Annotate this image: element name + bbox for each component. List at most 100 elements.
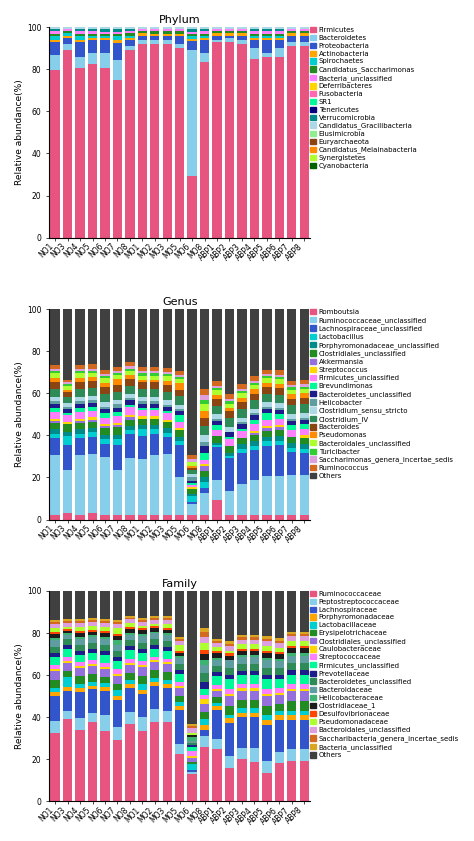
Bar [150, 419, 159, 425]
Bar [113, 669, 122, 674]
Bar [274, 668, 284, 674]
Bar [175, 441, 184, 445]
Bar [287, 46, 296, 238]
Bar [274, 688, 284, 693]
Bar [88, 666, 97, 674]
Bar [63, 29, 72, 31]
Bar [63, 407, 72, 409]
Bar [237, 759, 246, 801]
Bar [100, 40, 109, 53]
Bar [187, 34, 197, 36]
Bar [200, 27, 209, 29]
Bar [287, 691, 296, 701]
Bar [212, 394, 222, 399]
Bar [237, 684, 246, 689]
Bar [237, 29, 246, 31]
Bar [50, 455, 60, 516]
Bar [274, 410, 284, 415]
Bar [137, 429, 147, 436]
Bar [212, 691, 222, 697]
Bar [88, 40, 97, 53]
Bar [150, 408, 159, 410]
Bar [113, 701, 122, 727]
Bar [113, 36, 122, 40]
Bar [212, 658, 222, 659]
Bar [274, 404, 284, 408]
Bar [150, 620, 159, 624]
Bar [175, 637, 184, 638]
Bar [225, 515, 234, 520]
Bar [150, 429, 159, 434]
Bar [63, 415, 72, 421]
Bar [63, 623, 72, 627]
Bar [237, 635, 246, 637]
Bar [274, 383, 284, 388]
Bar [175, 445, 184, 477]
Bar [287, 637, 296, 641]
Bar [125, 684, 135, 688]
Bar [100, 374, 109, 376]
Bar [287, 689, 296, 691]
Bar [75, 378, 85, 382]
Bar [250, 450, 259, 480]
Bar [175, 431, 184, 436]
Bar [262, 374, 272, 376]
Bar [212, 443, 222, 445]
Bar [250, 376, 259, 381]
Bar [50, 647, 60, 653]
Bar [237, 748, 246, 759]
Bar [175, 436, 184, 441]
Bar [287, 27, 296, 29]
Bar [63, 639, 72, 645]
Bar [225, 722, 234, 756]
Bar [50, 40, 60, 42]
Bar [50, 696, 60, 721]
Bar [237, 35, 246, 40]
Bar [225, 404, 234, 409]
Bar [300, 309, 309, 380]
Bar [187, 489, 197, 494]
Bar [274, 720, 284, 752]
Bar [63, 633, 72, 635]
Bar [225, 655, 234, 660]
Bar [250, 49, 259, 59]
Bar [237, 648, 246, 651]
Bar [237, 31, 246, 34]
Bar [175, 371, 184, 375]
Bar [187, 32, 197, 34]
Bar [262, 773, 272, 801]
Bar [63, 424, 72, 432]
Bar [137, 684, 147, 690]
Bar [63, 645, 72, 649]
Bar [50, 420, 60, 423]
Bar [300, 46, 309, 238]
Bar [75, 67, 85, 238]
Bar [237, 448, 246, 453]
Bar [150, 649, 159, 657]
Bar [163, 437, 172, 454]
Bar [75, 27, 85, 29]
Bar [262, 476, 272, 516]
Bar [175, 421, 184, 428]
Bar [137, 404, 147, 408]
Bar [163, 392, 172, 400]
Bar [212, 643, 222, 648]
Bar [262, 706, 272, 716]
Bar [63, 657, 72, 661]
Bar [163, 651, 172, 659]
Bar [100, 378, 109, 383]
Bar [88, 674, 97, 682]
Bar [125, 616, 135, 617]
Bar [150, 389, 159, 397]
Bar [212, 445, 222, 447]
Bar [287, 443, 296, 448]
Bar [225, 641, 234, 643]
Bar [88, 630, 97, 632]
Bar [113, 435, 122, 439]
Bar [187, 468, 197, 470]
Bar [250, 29, 259, 31]
Bar [125, 415, 135, 417]
Bar [200, 61, 209, 238]
Bar [200, 712, 209, 719]
Bar [150, 380, 159, 382]
